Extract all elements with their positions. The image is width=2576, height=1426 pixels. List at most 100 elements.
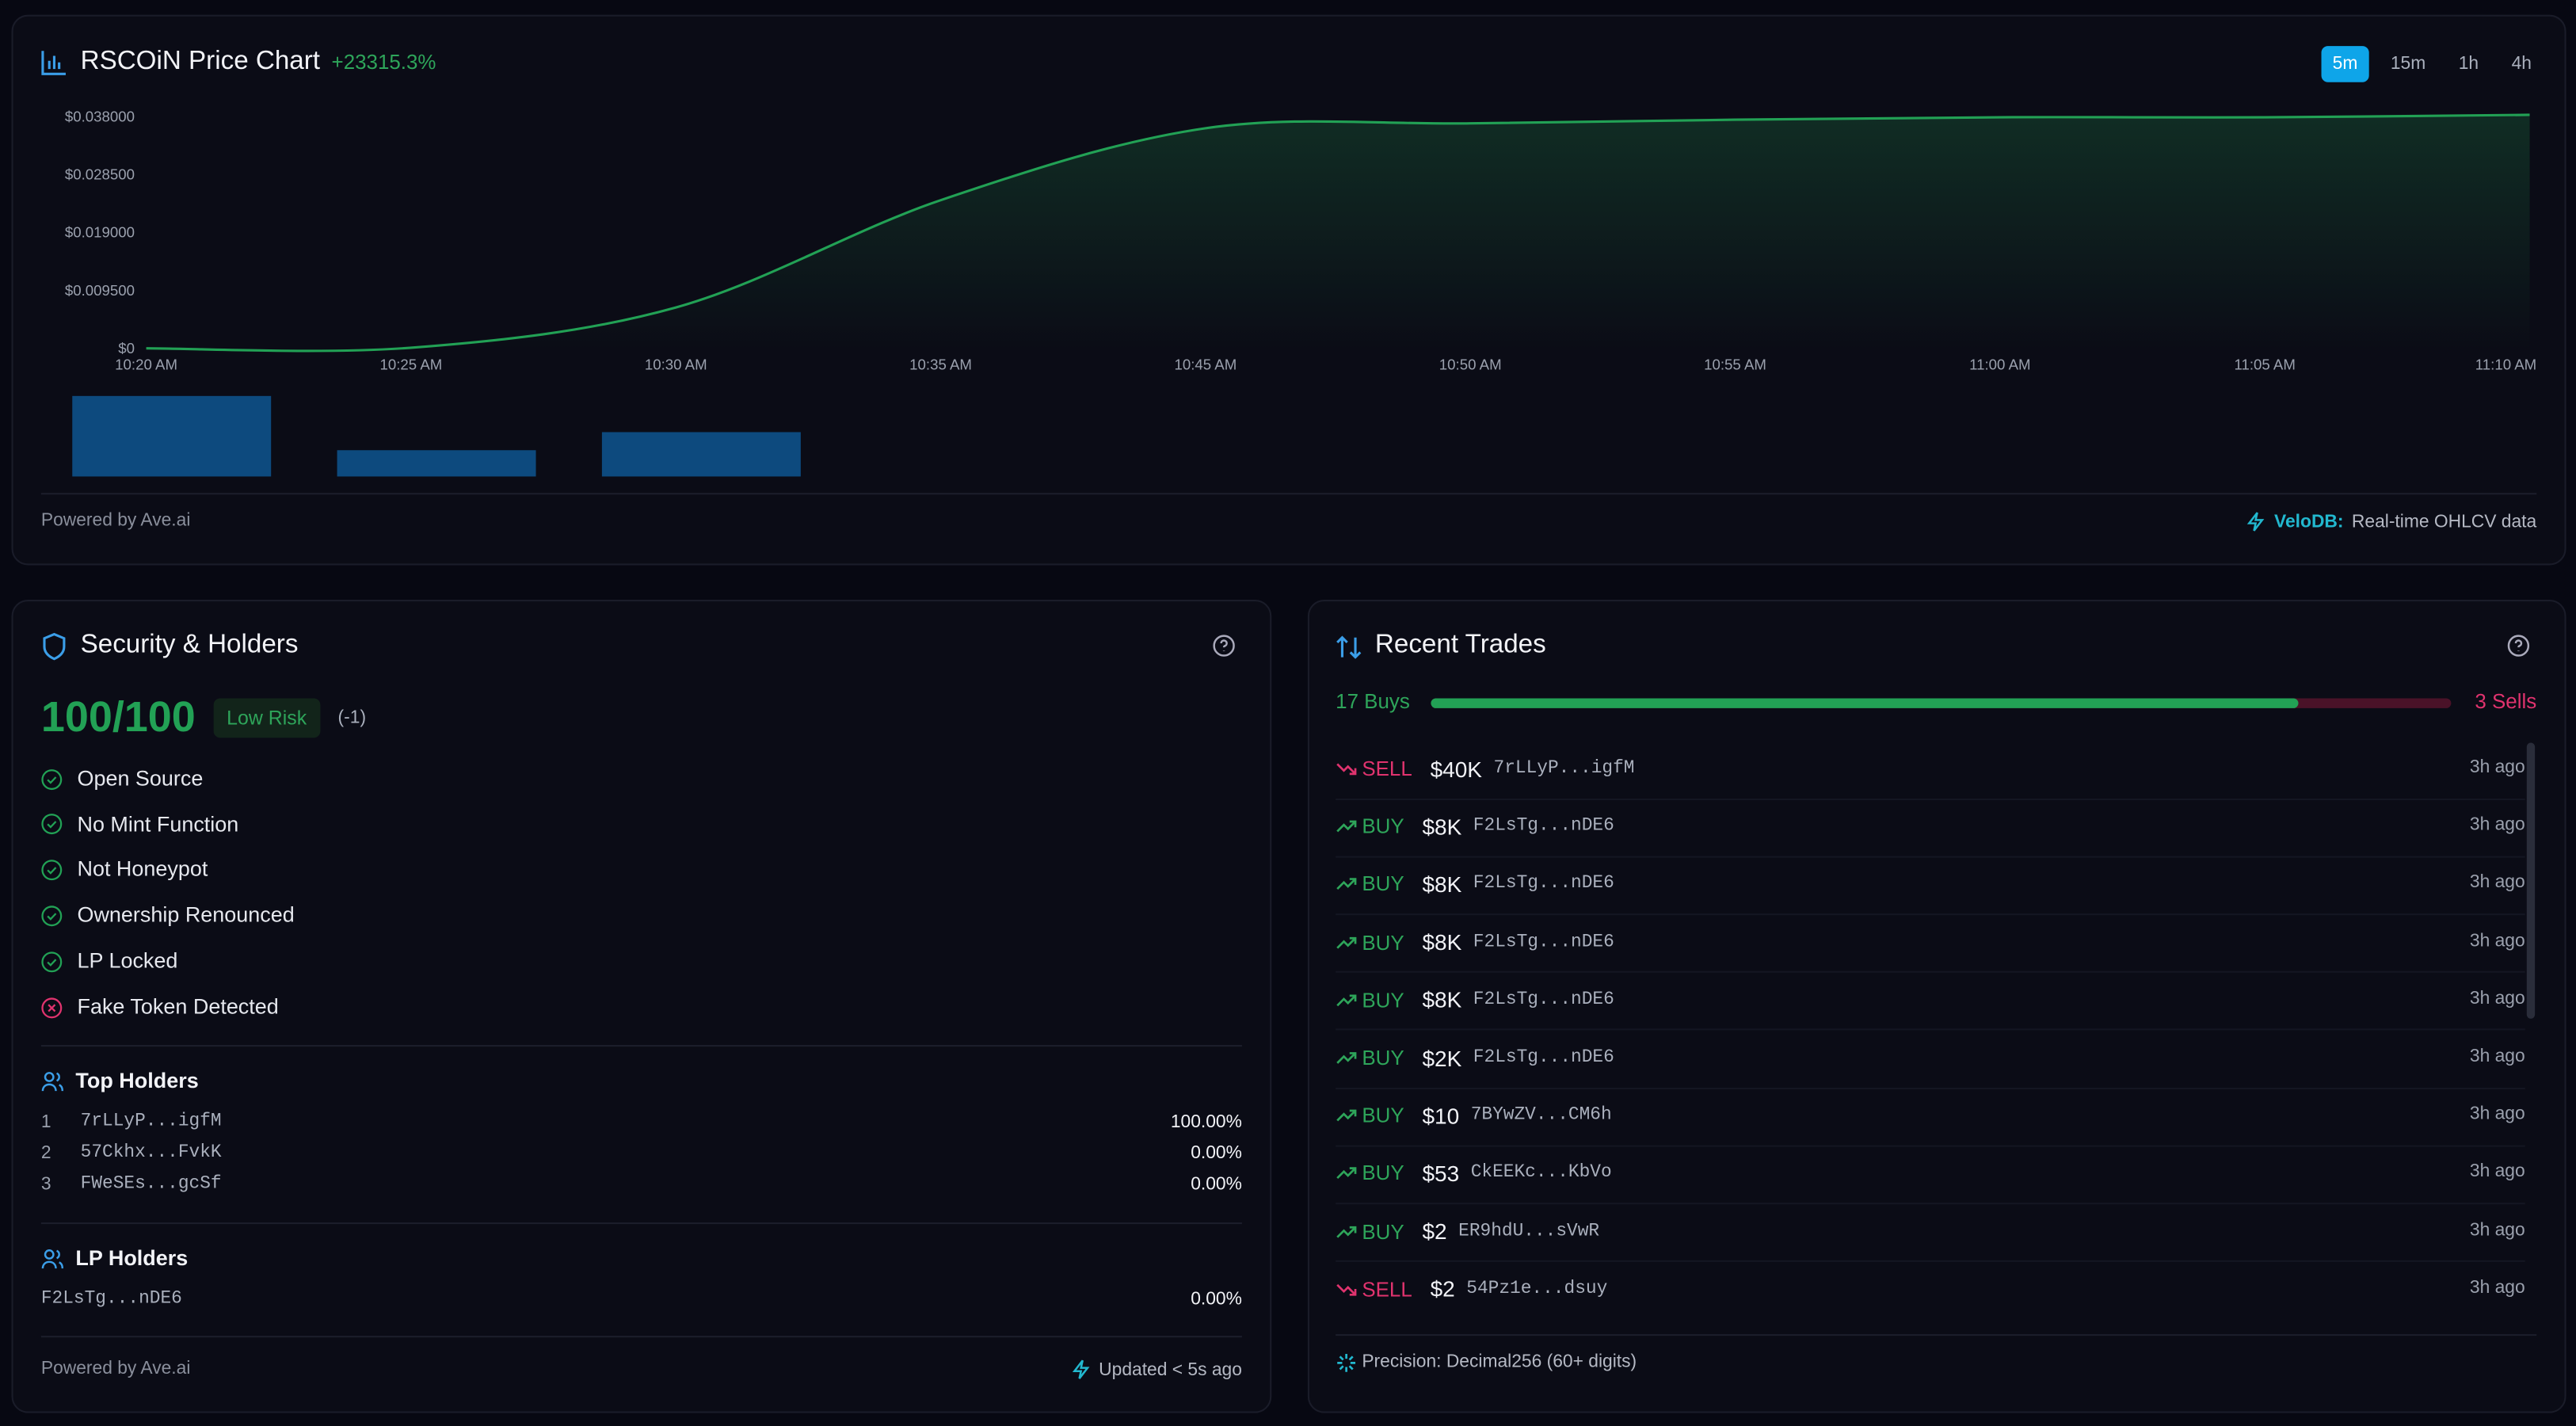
trade-amount: $2: [1430, 1277, 1455, 1302]
source-text: Real-time OHLCV data: [2351, 512, 2537, 532]
y-tick-label: $0: [118, 340, 135, 356]
holder-address: F2LsTg...nDE6: [40, 1289, 182, 1310]
trade-time: 3h ago: [2469, 757, 2525, 777]
trade-time: 3h ago: [2469, 1220, 2525, 1240]
icon-part: [1220, 639, 1228, 651]
divider: [40, 493, 2537, 495]
sells-label: 3 Sells: [2475, 690, 2537, 714]
trade-row[interactable]: BUY $8K F2LsTg...nDE6: [1336, 871, 1614, 898]
trade-row[interactable]: BUY $8K F2LsTg...nDE6: [1336, 987, 1614, 1013]
trade-time: 3h ago: [2469, 1046, 2525, 1066]
interval-button[interactable]: 5m: [2321, 46, 2369, 82]
help-icon[interactable]: [2507, 635, 2530, 658]
trade-time: 3h ago: [2469, 989, 2525, 1008]
trade-address: CkEEKc...KbVo: [1470, 1164, 1612, 1184]
updated: Updated < 5s ago: [1071, 1359, 1242, 1380]
buy-icon: [1336, 1168, 1357, 1180]
icon-part: [48, 1003, 56, 1012]
trade-amount: $8K: [1422, 930, 1462, 955]
trade-row[interactable]: BUY $10 7BYwZV...CM6h: [1336, 1103, 1612, 1129]
trade-address: 7BYwZV...CM6h: [1470, 1106, 1612, 1127]
trade-address: F2LsTg...nDE6: [1473, 990, 1614, 1011]
holder-rank: 2: [40, 1143, 51, 1164]
trade-amount: $8K: [1422, 872, 1462, 898]
buy-icon: [1336, 1110, 1357, 1122]
buy-icon: [1336, 821, 1357, 833]
trade-time: 3h ago: [2469, 872, 2525, 893]
holder-rank: 1: [40, 1111, 51, 1132]
section-title: LP Holders: [75, 1245, 189, 1270]
trade-time: 3h ago: [2469, 814, 2525, 835]
panel-title: Recent Trades: [1374, 631, 1546, 660]
fail-icon: [41, 997, 63, 1018]
volume-bar: [601, 432, 801, 477]
scrollbar[interactable]: [2526, 742, 2536, 1019]
trade-amount: $53: [1422, 1161, 1460, 1187]
interval-button[interactable]: 15m: [2390, 54, 2426, 74]
icon-part: [43, 632, 66, 661]
trade-row[interactable]: SELL $40K 7rLLyP...igfM: [1336, 756, 1635, 782]
trade-address: ER9hdU...sVwR: [1458, 1222, 1600, 1242]
price-change: +23315.3%: [331, 51, 436, 74]
icon-part: [1336, 1110, 1357, 1122]
trade-row[interactable]: BUY $2 ER9hdU...sVwR: [1336, 1218, 1599, 1245]
interval-button[interactable]: 4h: [2511, 54, 2532, 74]
trade-amount: $10: [1422, 1104, 1460, 1129]
divider: [40, 1336, 1242, 1338]
trade-row[interactable]: BUY $53 CkEEKc...KbVo: [1336, 1161, 1612, 1187]
risk-badge: Low Risk: [213, 697, 320, 738]
check-icon: [41, 860, 63, 881]
trade-time: 3h ago: [2469, 1278, 2525, 1298]
icon-part: [41, 1249, 64, 1269]
trade-amount: $40K: [1430, 757, 1482, 782]
credit: Powered by Ave.ai: [40, 1359, 191, 1378]
row-divider: [1336, 1260, 2525, 1263]
trade-row[interactable]: BUY $2K F2LsTg...nDE6: [1336, 1045, 1614, 1071]
help-icon[interactable]: [1213, 635, 1236, 658]
x-tick-label: 10:20 AM: [115, 356, 177, 373]
interval-button[interactable]: 1h: [2458, 54, 2479, 74]
trade-side: BUY: [1362, 1047, 1404, 1070]
icon-part: [1336, 879, 1357, 890]
trade-address: F2LsTg...nDE6: [1473, 1048, 1614, 1069]
trade-side: BUY: [1362, 989, 1404, 1012]
y-tick-label: $0.028500: [65, 166, 135, 183]
check-label: Not Honeypot: [77, 856, 208, 882]
x-tick-label: 10:55 AM: [1704, 356, 1766, 373]
buy-icon: [1336, 1226, 1357, 1237]
risk-delta: (-1): [337, 707, 367, 727]
trade-row[interactable]: SELL $2 54Pz1e...dsuy: [1336, 1276, 1607, 1302]
trade-amount: $2: [1422, 1219, 1447, 1245]
trade-row[interactable]: BUY $8K F2LsTg...nDE6: [1336, 814, 1614, 840]
credit: Powered by Ave.ai: [40, 510, 191, 531]
icon-part: [47, 776, 57, 784]
icon-part: [1336, 1226, 1357, 1237]
icon-part: [41, 51, 66, 75]
trade-address: 54Pz1e...dsuy: [1466, 1279, 1608, 1300]
icon-part: [44, 1249, 55, 1260]
buy-icon: [1336, 1052, 1357, 1064]
x-tick-label: 10:35 AM: [909, 356, 972, 373]
sell-icon: [1336, 763, 1357, 776]
divider: [40, 1045, 1242, 1047]
x-tick-label: 11:10 AM: [2475, 356, 2536, 373]
buy-icon: [1336, 936, 1357, 948]
icon-part: [41, 951, 63, 972]
trade-side: BUY: [1362, 815, 1404, 839]
divider: [1336, 1334, 2537, 1336]
trades-panel: [1307, 600, 2566, 1413]
holder-share: 0.00%: [1191, 1289, 1242, 1310]
trade-row[interactable]: BUY $8K F2LsTg...nDE6: [1336, 929, 1614, 955]
bolt-icon: [1072, 1359, 1090, 1379]
updated-text: Updated < 5s ago: [1099, 1359, 1242, 1380]
y-tick-label: $0.009500: [65, 282, 135, 299]
check-icon: [41, 814, 63, 835]
row-divider: [1336, 856, 2525, 858]
check-label: No Mint Function: [77, 810, 239, 836]
icon-part: [1337, 1353, 1356, 1372]
check-label: LP Locked: [77, 947, 178, 973]
panel-title: Security & Holders: [80, 631, 299, 660]
icon-part: [1336, 1283, 1357, 1296]
